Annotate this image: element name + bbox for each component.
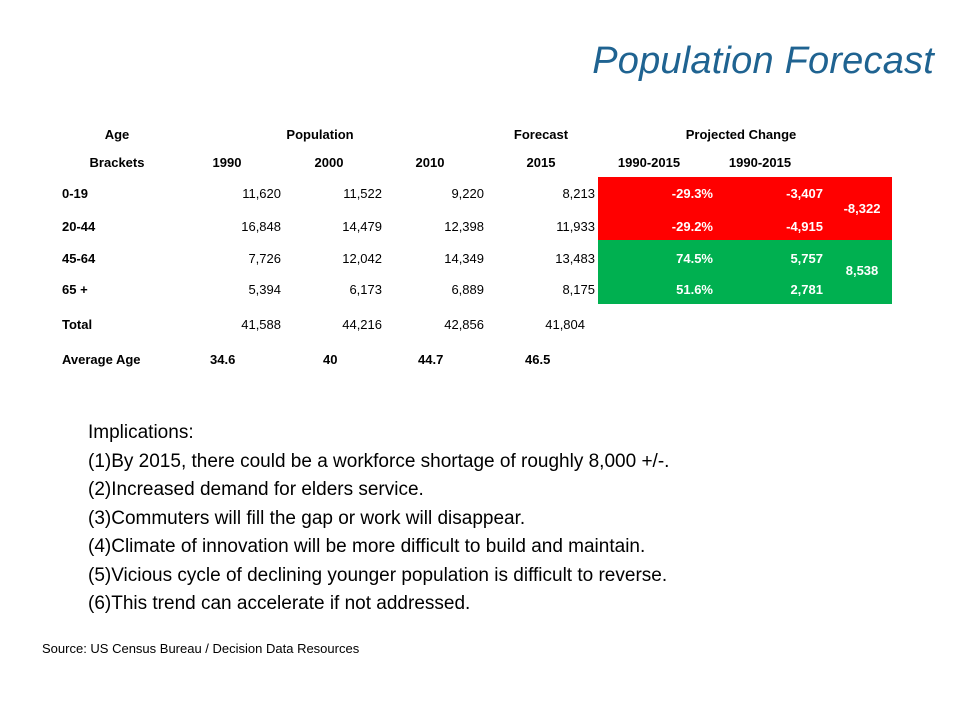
avg-age-label: Average Age — [62, 352, 141, 367]
header-abs-range: 1990-2015 — [728, 155, 792, 170]
header-brackets: Brackets — [89, 155, 145, 170]
total-2000: 44,216 — [342, 317, 382, 332]
avg-age-2015: 46.5 — [525, 352, 551, 367]
total-label: Total — [62, 317, 93, 332]
row-2015: 8,213 — [562, 186, 595, 201]
row-1990: 5,394 — [248, 282, 281, 297]
total-1990: 41,588 — [241, 317, 281, 332]
header-1990: 1990 — [212, 155, 242, 170]
total-2010: 42,856 — [444, 317, 484, 332]
row-2000: 12,042 — [342, 251, 382, 266]
implication-item: (6)This trend can accelerate if not addr… — [88, 593, 471, 614]
page-title: Population Forecast — [592, 40, 934, 82]
row-abs-change: -4,915 — [786, 219, 823, 234]
header-2015: 2015 — [526, 155, 556, 170]
implication-item: (3)Commuters will fill the gap or work w… — [88, 507, 526, 529]
avg-age-1990: 34.6 — [210, 352, 236, 367]
row-pct-change: 74.5% — [676, 251, 713, 266]
header-forecast: Forecast — [513, 127, 569, 142]
header-2010: 2010 — [415, 155, 445, 170]
implication-item: (2)Increased demand for elders service. — [88, 479, 424, 500]
row-1990: 11,620 — [242, 186, 281, 201]
implications-heading: Implications: — [88, 422, 194, 443]
decline-total-highlight — [831, 177, 892, 240]
implication-item: (4)Climate of innovation will be more di… — [88, 536, 646, 557]
row-2000: 11,522 — [343, 186, 382, 201]
implications-list: Implications: (1)By 2015, there could be… — [88, 419, 669, 619]
row-abs-change: 5,757 — [790, 251, 823, 266]
row-2015: 8,175 — [562, 282, 595, 297]
header-projected-change: Projected Change — [685, 127, 797, 142]
row-2010: 6,889 — [451, 282, 484, 297]
growth-highlight — [598, 240, 831, 304]
row-bracket: 65 + — [62, 282, 88, 297]
row-bracket: 20-44 — [62, 219, 96, 234]
row-2015: 11,933 — [556, 219, 595, 234]
row-2010: 9,220 — [451, 186, 484, 201]
row-bracket: 0-19 — [62, 186, 89, 201]
row-2000: 6,173 — [349, 282, 382, 297]
row-pct-change: 51.6% — [676, 282, 713, 297]
row-bracket: 45-64 — [62, 251, 96, 266]
row-2015: 13,483 — [555, 251, 595, 266]
population-table: Age Population Forecast Projected Change… — [62, 127, 892, 367]
source-note: Source: US Census Bureau / Decision Data… — [42, 641, 360, 656]
total-2015: 41,804 — [545, 317, 585, 332]
avg-age-2000: 40 — [323, 352, 338, 367]
row-abs-change: -3,407 — [786, 186, 823, 201]
implication-item: (5)Vicious cycle of declining younger po… — [88, 564, 668, 586]
header-age: Age — [104, 127, 130, 142]
young-group-total: -8,322 — [843, 201, 881, 216]
old-group-total: 8,538 — [845, 263, 879, 278]
header-2000: 2000 — [314, 155, 344, 170]
row-1990: 7,726 — [248, 251, 281, 266]
implication-item: (1)By 2015, there could be a workforce s… — [88, 450, 670, 472]
row-pct-change: -29.2% — [671, 219, 713, 234]
growth-total-highlight — [831, 240, 892, 304]
decline-highlight — [598, 177, 831, 240]
header-population: Population — [286, 127, 354, 142]
avg-age-2010: 44.7 — [418, 352, 444, 367]
row-2010: 14,349 — [444, 251, 484, 266]
header-pct-range: 1990-2015 — [617, 155, 681, 170]
row-1990: 16,848 — [241, 219, 281, 234]
row-2010: 12,398 — [444, 219, 484, 234]
row-pct-change: -29.3% — [671, 186, 713, 201]
row-abs-change: 2,781 — [790, 282, 823, 297]
row-2000: 14,479 — [342, 219, 382, 234]
